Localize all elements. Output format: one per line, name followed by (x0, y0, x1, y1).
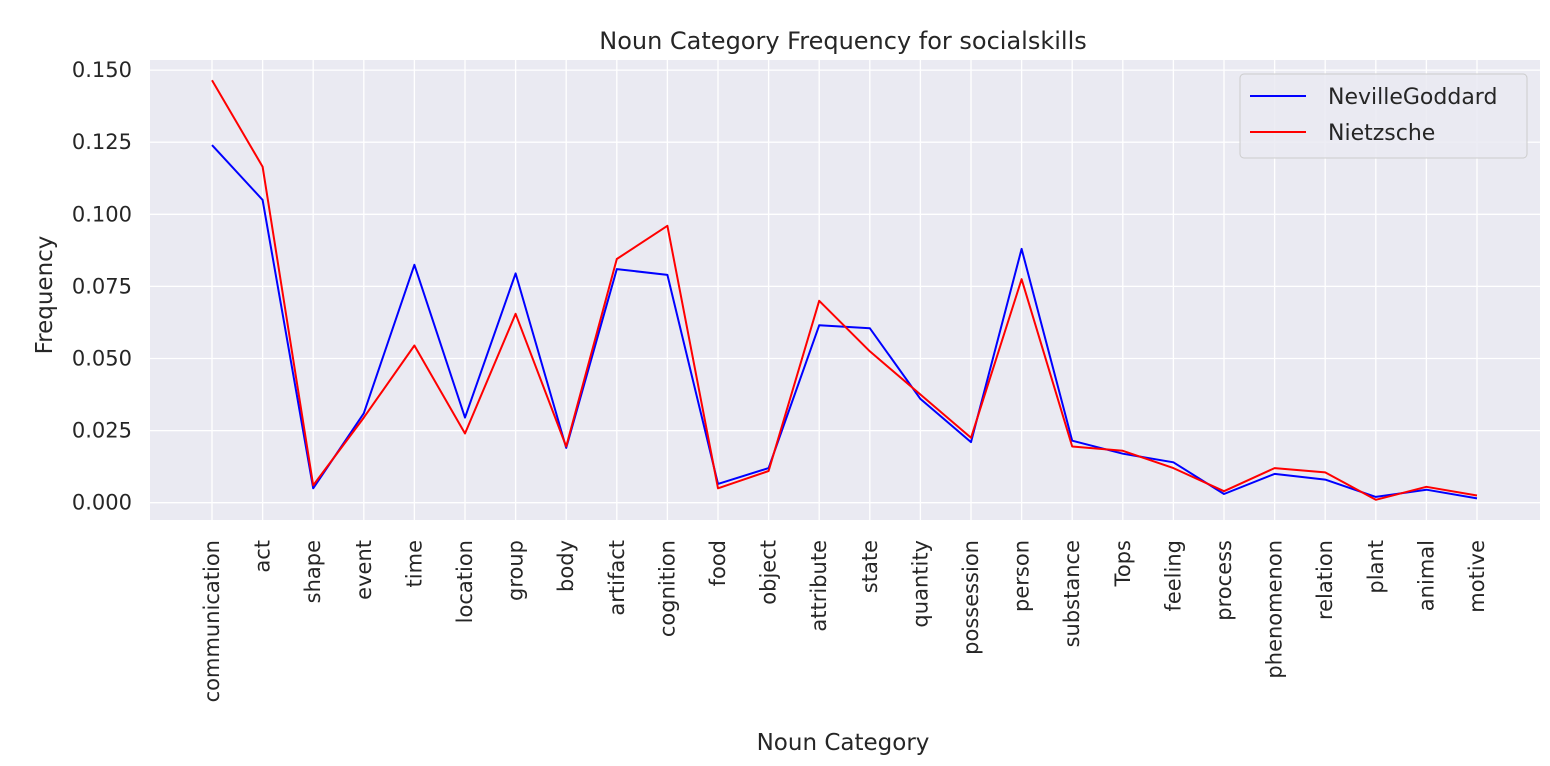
y-tick-label: 0.100 (72, 202, 132, 226)
x-tick-label: plant (1364, 540, 1388, 594)
x-tick-label: substance (1060, 540, 1084, 647)
legend-box (1239, 73, 1528, 159)
x-tick-label: motive (1465, 540, 1489, 613)
x-tick-label: person (1010, 540, 1034, 612)
y-tick-label: 0.025 (72, 419, 132, 443)
x-tick-label: animal (1414, 540, 1438, 611)
x-tick-label: attribute (807, 540, 831, 632)
x-tick-label: phenomenon (1263, 540, 1287, 679)
x-tick-label: communication (200, 540, 224, 702)
x-tick-label: state (858, 540, 882, 593)
x-axis-ticks: communication act shape event time location gr… (200, 540, 1489, 702)
x-tick-label: relation (1313, 540, 1337, 620)
chart-title: Noun Category Frequency for socialskills (599, 27, 1087, 55)
legend-label-neville: NevilleGoddard (1328, 85, 1497, 110)
x-tick-label: possession (959, 540, 983, 655)
series-lines (211, 79, 1478, 501)
x-tick-label: Tops (1111, 540, 1135, 587)
x-tick-label: shape (301, 540, 325, 603)
x-tick-label: act (251, 540, 275, 573)
y-tick-label: 0.000 (72, 491, 132, 515)
y-axis-ticks: 0.000 0.025 0.050 0.075 0.100 0.125 0.150 (72, 58, 132, 515)
x-tick-label: event (352, 540, 376, 600)
x-tick-label: time (402, 540, 426, 587)
x-tick-label: location (453, 540, 477, 623)
series-line-nietzsche (211, 79, 1478, 501)
y-tick-label: 0.125 (72, 130, 132, 154)
x-tick-label: object (757, 540, 781, 605)
y-axis-label: Frequency (32, 236, 58, 355)
y-tick-label: 0.050 (72, 346, 132, 370)
x-tick-label: group (504, 540, 528, 601)
x-tick-label: process (1212, 540, 1236, 621)
legend-label-nietzsche: Nietzsche (1328, 121, 1435, 146)
x-tick-label: quantity (908, 540, 932, 628)
x-tick-label: food (706, 540, 730, 586)
x-tick-label: feeling (1161, 540, 1185, 612)
x-axis-label: Noun Category (757, 730, 930, 756)
y-tick-label: 0.150 (72, 58, 132, 82)
x-tick-label: artifact (605, 540, 629, 616)
x-tick-label: cognition (655, 540, 679, 637)
legend: NevilleGoddard Nietzsche (1239, 73, 1528, 159)
y-tick-label: 0.075 (72, 274, 132, 298)
x-tick-label: body (554, 540, 578, 592)
